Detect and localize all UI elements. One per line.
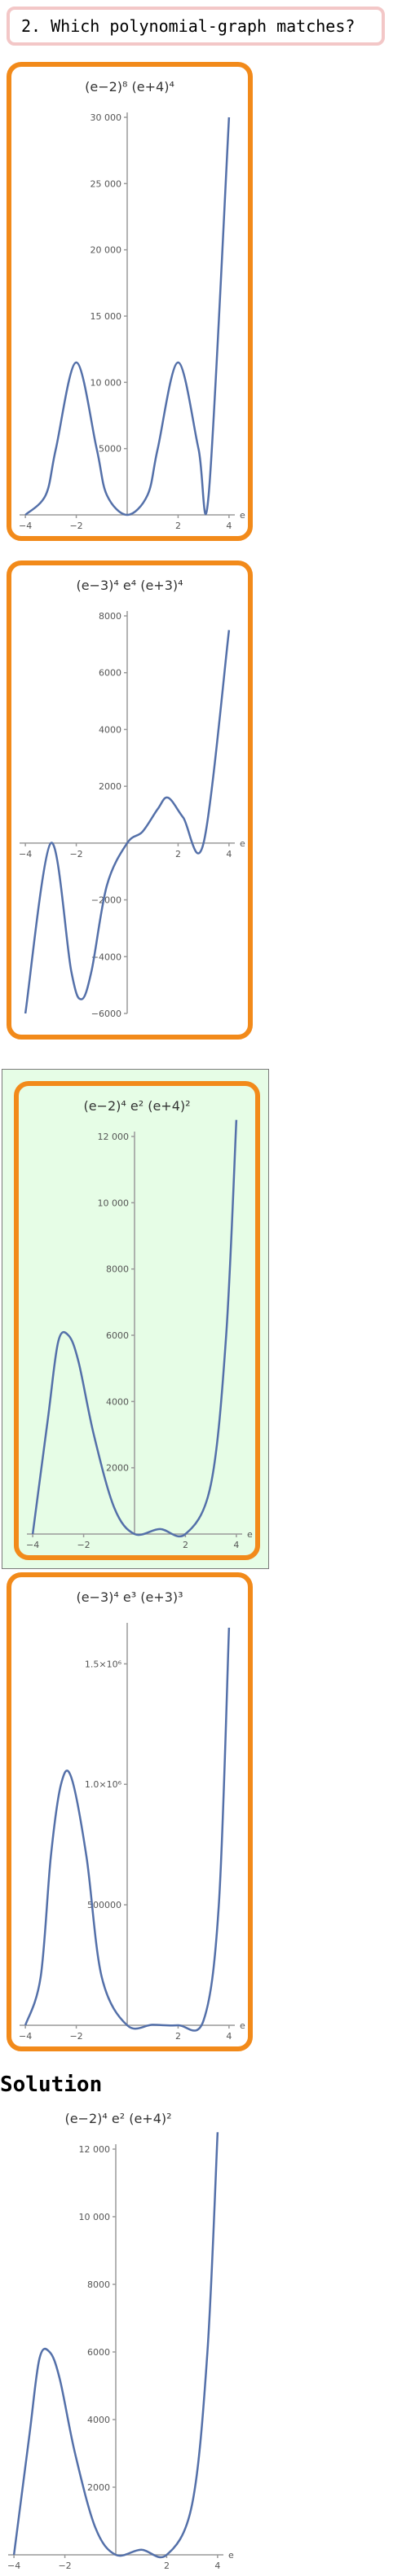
series-line xyxy=(24,116,231,517)
x-tick-label: −4 xyxy=(19,2031,32,2042)
selected-option-highlight: (e−2)⁴ e² (e+4)² e −4 −2 2 4 2000 4000 6000 8000 1… xyxy=(2,1069,269,1569)
plot-title: (e−3)⁴ e⁴ (e+3)⁴ xyxy=(76,578,183,593)
plot-title: (e−2)⁸ (e+4)⁴ xyxy=(85,79,174,95)
option-b-plot: (e−3)⁴ e⁴ (e+3)⁴ e −4 −2 2 4 −6000 −4000 −2000 20… xyxy=(19,578,245,1019)
series-line xyxy=(31,1119,238,1538)
plot-title: (e−2)⁴ e² (e+4)² xyxy=(83,1098,190,1114)
y-tick-label: 30 000 xyxy=(91,112,122,123)
x-tick-label: −2 xyxy=(77,1540,90,1550)
y-tick-label: 12 000 xyxy=(79,2144,111,2155)
option-b-card[interactable]: (e−3)⁴ e⁴ (e+3)⁴ e −4 −2 2 4 −6000 −4000 −2000 20… xyxy=(7,560,253,1040)
y-tick-label: 8000 xyxy=(106,1264,129,1275)
y-tick-label: 4000 xyxy=(87,2415,110,2425)
option-d-card[interactable]: (e−3)⁴ e³ (e+3)³ e −4 −2 2 4 500000 1.0×10⁶ 1.5×… xyxy=(7,1572,253,2051)
y-tick-label: 5000 xyxy=(99,444,121,455)
y-tick-label: 8000 xyxy=(87,2279,110,2290)
y-tick-label: 2000 xyxy=(106,1463,129,1474)
x-tick-label: 2 xyxy=(175,521,181,531)
y-tick-label: 20 000 xyxy=(91,245,122,256)
x-tick-label: −4 xyxy=(7,2561,20,2571)
y-tick-label: 25 000 xyxy=(91,178,122,189)
y-tick-label: −2000 xyxy=(91,895,121,906)
x-tick-label: −2 xyxy=(69,849,82,859)
x-tick-label: 2 xyxy=(183,1540,188,1550)
x-tick-label: −2 xyxy=(69,521,82,531)
y-tick-label: 1.0×10⁶ xyxy=(85,1779,122,1790)
y-tick-label: 10 000 xyxy=(91,377,122,388)
x-tick-label: 4 xyxy=(226,2031,232,2042)
x-tick-label: 4 xyxy=(226,849,232,859)
option-d-plot: (e−3)⁴ e³ (e+3)³ e −4 −2 2 4 500000 1.0×10⁶ 1.5×… xyxy=(19,1589,245,2042)
y-tick-label: 1.5×10⁶ xyxy=(85,1659,122,1669)
x-tick-label: 4 xyxy=(214,2561,220,2571)
x-tick-label: −2 xyxy=(69,2031,82,2042)
x-tick-label: −4 xyxy=(19,849,32,859)
y-tick-label: 500000 xyxy=(87,1900,121,1910)
x-tick-label: 2 xyxy=(175,2031,181,2042)
y-tick-label: 12 000 xyxy=(98,1132,130,1142)
y-tick-label: 10 000 xyxy=(98,1198,130,1208)
x-tick-label: −4 xyxy=(19,521,32,531)
y-tick-label: 4000 xyxy=(99,724,121,735)
option-c-plot: (e−2)⁴ e² (e+4)² e −4 −2 2 4 2000 4000 6000 8000 1… xyxy=(26,1098,253,1550)
solution-heading: Solution xyxy=(0,2073,103,2097)
y-tick-label: 10 000 xyxy=(79,2212,111,2222)
option-a-plot: (e−2)⁸ (e+4)⁴ e −4 −2 2 4 5000 10 000 15 000 20 0… xyxy=(19,79,245,531)
y-tick-label: 6000 xyxy=(87,2347,110,2358)
x-axis-label: e xyxy=(240,510,245,521)
x-axis-label: e xyxy=(247,1529,253,1540)
series-line xyxy=(24,1627,231,2032)
series-line xyxy=(24,630,231,1014)
option-c-card[interactable]: (e−2)⁴ e² (e+4)² e −4 −2 2 4 2000 4000 6000 8000 1… xyxy=(14,1081,260,1560)
y-tick-label: −6000 xyxy=(91,1009,121,1019)
x-tick-label: 2 xyxy=(164,2561,170,2571)
y-tick-label: −4000 xyxy=(91,952,121,962)
x-tick-label: −4 xyxy=(26,1540,39,1550)
question-text: 2. Which polynomial-graph matches? xyxy=(21,16,355,36)
x-tick-label: 4 xyxy=(226,521,232,531)
y-tick-label: 2000 xyxy=(87,2482,110,2493)
series-line xyxy=(12,2132,219,2559)
plot-title: (e−2)⁴ e² (e+4)² xyxy=(64,2111,171,2126)
y-tick-label: 4000 xyxy=(106,1396,129,1407)
y-tick-label: 8000 xyxy=(99,611,121,622)
x-axis-label: e xyxy=(240,2020,245,2031)
x-tick-label: 4 xyxy=(233,1540,239,1550)
y-tick-label: 6000 xyxy=(99,668,121,679)
y-tick-label: 6000 xyxy=(106,1330,129,1341)
y-tick-label: 15 000 xyxy=(91,311,122,322)
y-tick-label: 2000 xyxy=(99,781,121,792)
solution-plot: (e−2)⁴ e² (e+4)² e −4 −2 2 4 2000 4000 6000 8000 1… xyxy=(7,2111,234,2571)
plot-title: (e−3)⁴ e³ (e+3)³ xyxy=(76,1589,183,1605)
x-axis-label: e xyxy=(228,2550,234,2561)
option-a-card[interactable]: (e−2)⁸ (e+4)⁴ e −4 −2 2 4 5000 10 000 15 000 20 0… xyxy=(7,62,253,541)
x-axis-label: e xyxy=(240,838,245,849)
x-tick-label: 2 xyxy=(175,849,181,859)
question-box: 2. Which polynomial-graph matches? xyxy=(7,7,385,46)
x-tick-label: −2 xyxy=(58,2561,71,2571)
